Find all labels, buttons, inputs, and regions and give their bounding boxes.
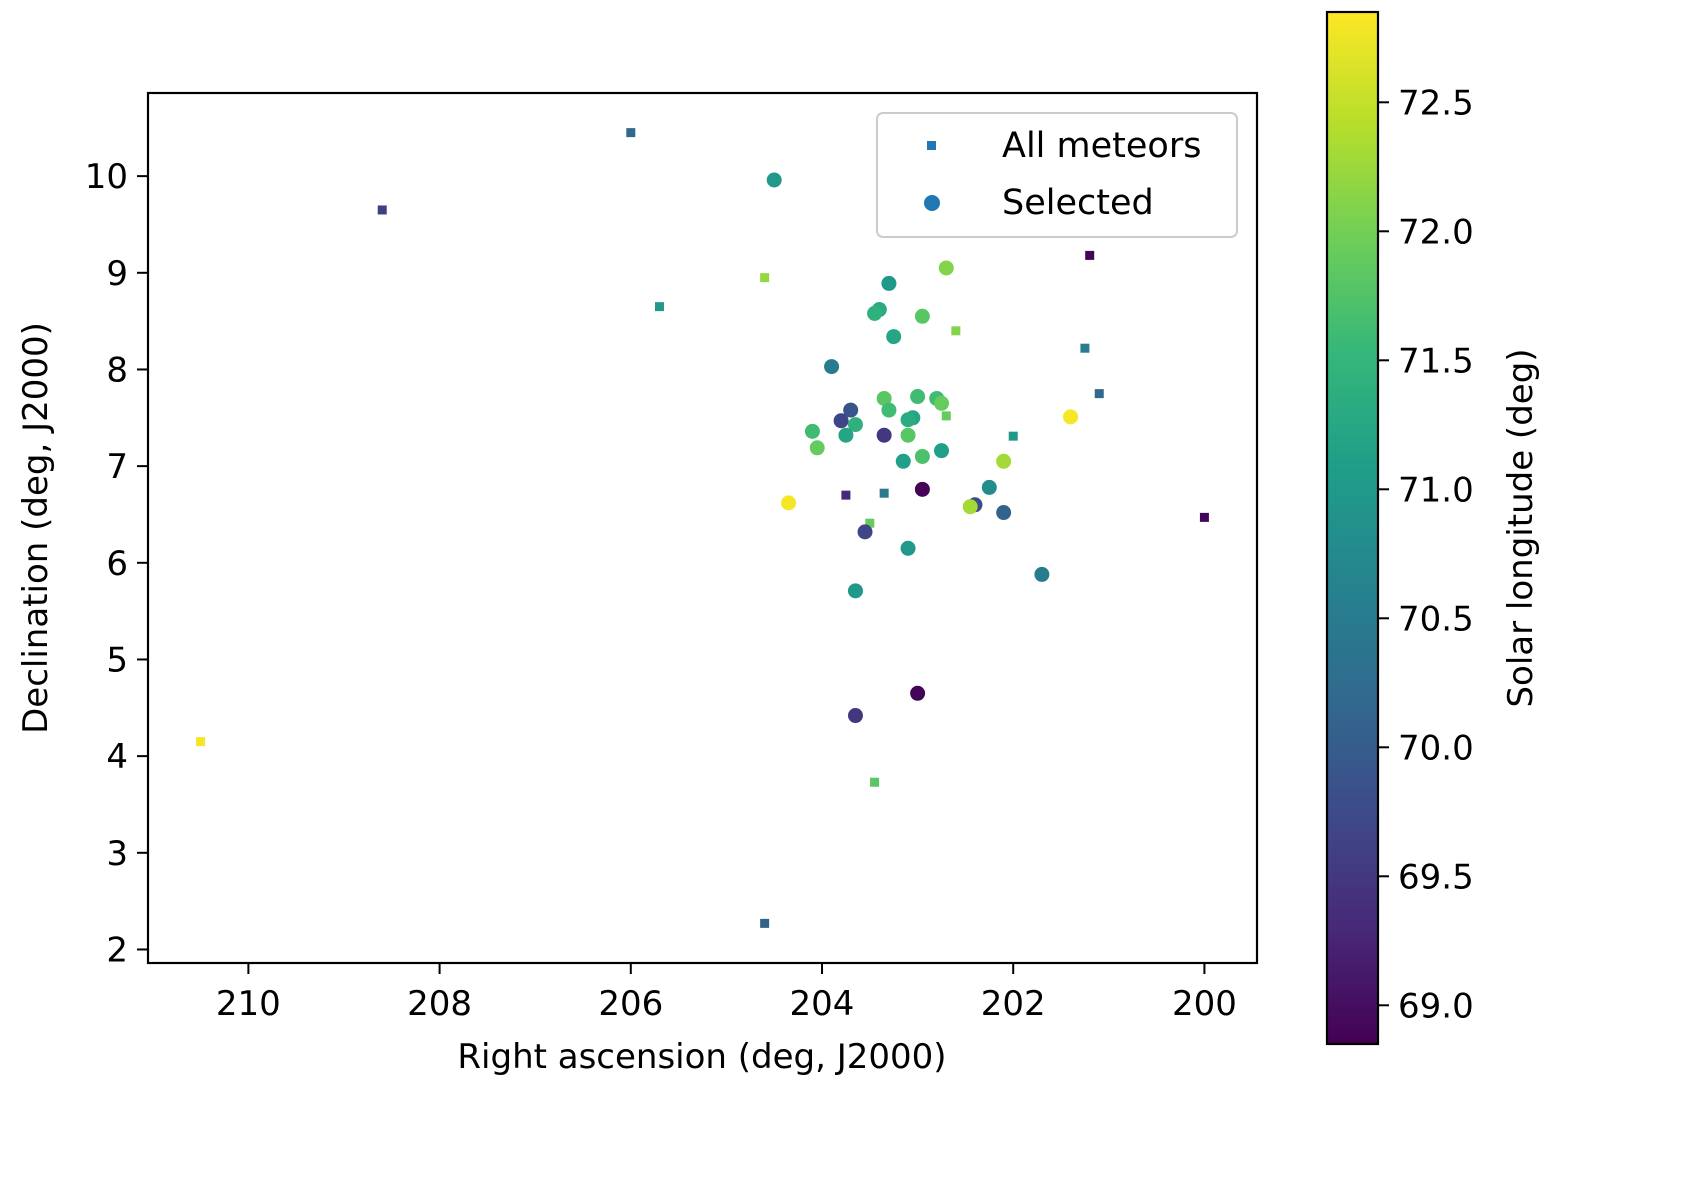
x-tick-label: 204 xyxy=(790,984,855,1024)
plot-frame xyxy=(146,91,1259,965)
colorbar-frame xyxy=(1325,10,1380,1046)
colorbar-tick-label: 72.5 xyxy=(1398,83,1474,123)
y-tick-label: 9 xyxy=(106,254,128,294)
selected-point xyxy=(867,305,883,321)
selected-point xyxy=(914,481,930,497)
selected-point xyxy=(876,390,892,406)
selected-point xyxy=(910,389,926,405)
selected-point xyxy=(1034,566,1050,582)
selected-point xyxy=(914,448,930,464)
selected-point xyxy=(857,524,873,540)
y-tick-label: 2 xyxy=(106,930,128,970)
all-meteors-point xyxy=(760,918,770,928)
all-meteors-point xyxy=(1008,431,1018,441)
selected-point xyxy=(876,427,892,443)
selected-points xyxy=(766,172,1079,724)
selected-point xyxy=(934,395,950,411)
selected-point xyxy=(881,402,897,418)
colorbar-tick-label: 69.5 xyxy=(1398,857,1474,897)
all-meteors-point xyxy=(760,273,770,283)
x-tick-label: 208 xyxy=(407,984,472,1024)
y-axis-label: Declination (deg, J2000) xyxy=(16,322,56,734)
selected-point xyxy=(843,402,859,418)
all-meteors-point xyxy=(626,128,636,138)
all-meteors-point xyxy=(941,411,951,421)
legend: All meteors Selected xyxy=(876,112,1238,238)
all-meteors-point xyxy=(951,326,961,336)
x-tick-label: 202 xyxy=(981,984,1046,1024)
all-meteors-point xyxy=(654,302,664,312)
selected-point xyxy=(938,260,954,276)
selected-point xyxy=(910,685,926,701)
colorbar-tick-label: 70.5 xyxy=(1398,599,1474,639)
all-meteors-points xyxy=(196,128,1209,928)
x-axis-label: Right ascension (deg, J2000) xyxy=(457,1037,946,1077)
all-meteors-point xyxy=(870,777,880,787)
selected-point xyxy=(838,427,854,443)
colorbar-tick-label: 71.0 xyxy=(1398,470,1474,510)
selected-point xyxy=(847,583,863,599)
colorbar-label: Solar longitude (deg) xyxy=(1501,348,1541,707)
all-meteors-point xyxy=(841,490,851,500)
selected-point xyxy=(900,427,916,443)
selected-point xyxy=(996,453,1012,469)
all-meteors-point xyxy=(1094,389,1104,399)
selected-point xyxy=(900,540,916,556)
all-meteors-point xyxy=(1085,250,1095,260)
selected-point xyxy=(1063,409,1079,425)
y-tick-label: 8 xyxy=(106,350,128,390)
y-tick-label: 5 xyxy=(106,640,128,680)
selected-point xyxy=(934,443,950,459)
selected-point xyxy=(881,275,897,291)
selected-point xyxy=(824,359,840,375)
y-axis-ticks: 2 3 4 5 6 7 8 9 10 xyxy=(85,157,148,970)
colorbar-tick-label: 69.0 xyxy=(1398,986,1474,1026)
all-meteors-point xyxy=(377,205,387,215)
legend-label-selected: Selected xyxy=(1002,183,1154,223)
selected-point xyxy=(781,495,797,511)
colorbar-tick-label: 70.0 xyxy=(1398,728,1474,768)
y-tick-label: 10 xyxy=(85,157,128,197)
selected-point xyxy=(847,417,863,433)
colorbar-tick-label: 72.0 xyxy=(1398,212,1474,252)
all-meteors-point xyxy=(1199,512,1209,522)
all-meteors-point xyxy=(1080,343,1090,353)
colorbar-gradient xyxy=(1327,12,1378,1044)
selected-point xyxy=(809,440,825,456)
y-tick-label: 4 xyxy=(106,737,128,777)
x-tick-label: 206 xyxy=(598,984,663,1024)
selected-point xyxy=(766,172,782,188)
selected-point xyxy=(900,412,916,428)
legend-square-marker-icon xyxy=(927,141,936,150)
scatter-chart: 210 208 206 204 202 200 2 3 4 5 6 7 8 9 10 Right asce… xyxy=(16,10,1541,1077)
legend-label-all-meteors: All meteors xyxy=(1002,126,1201,166)
selected-point xyxy=(886,329,902,345)
selected-point xyxy=(847,708,863,724)
x-tick-label: 200 xyxy=(1172,984,1237,1024)
colorbar-tick-label: 71.5 xyxy=(1398,341,1474,381)
all-meteors-point xyxy=(879,488,889,498)
selected-point xyxy=(914,308,930,324)
legend-box xyxy=(876,112,1238,238)
selected-point xyxy=(804,423,820,439)
legend-circle-marker-icon xyxy=(924,195,940,211)
selected-point xyxy=(833,413,849,429)
colorbar-ticks: 69.0 69.5 70.0 70.5 71.0 71.5 72.0 72.5 xyxy=(1378,83,1474,1026)
selected-point xyxy=(895,453,911,469)
selected-point xyxy=(981,479,997,495)
selected-point xyxy=(996,505,1012,521)
y-tick-label: 7 xyxy=(106,447,128,487)
selected-point xyxy=(962,499,978,515)
all-meteors-point xyxy=(196,737,206,747)
y-tick-label: 6 xyxy=(106,544,128,584)
y-tick-label: 3 xyxy=(106,834,128,874)
x-tick-label: 210 xyxy=(216,984,281,1024)
x-axis-ticks: 210 208 206 204 202 200 xyxy=(216,963,1237,1024)
all-meteors-point xyxy=(865,518,875,528)
